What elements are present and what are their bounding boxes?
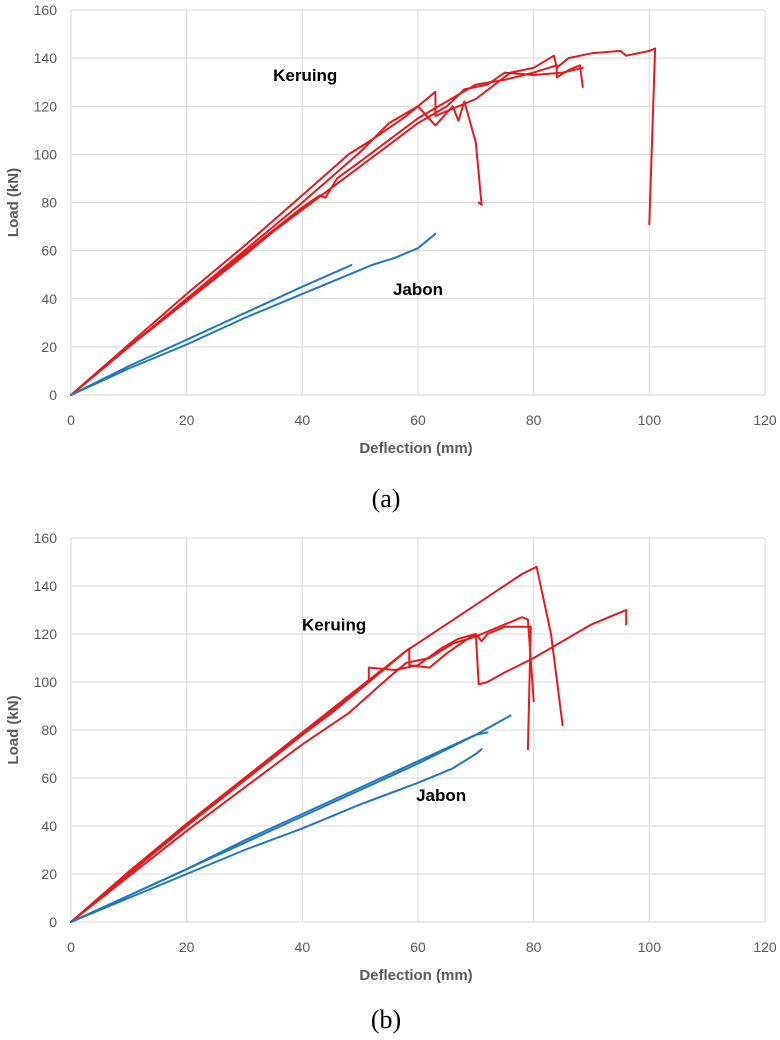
chart-panel-a: 0 20 40 60 80 100 120 140 160 0 20 40 60 80 100 120 Defl… bbox=[5, 2, 777, 513]
x-axis-title: Deflection (mm) bbox=[359, 967, 472, 984]
series-line bbox=[70, 64, 584, 396]
y-tick-label: 160 bbox=[34, 530, 58, 546]
chart-b: 0 20 40 60 80 100 120 140 160 0 20 40 60 80 100 120 Defl… bbox=[5, 530, 777, 1034]
series-line bbox=[70, 565, 564, 923]
series-line bbox=[70, 232, 437, 396]
y-tick-label: 100 bbox=[34, 674, 58, 690]
y-tick-label: 40 bbox=[41, 291, 57, 307]
series-line bbox=[70, 616, 535, 923]
x-tick-label: 60 bbox=[410, 939, 426, 955]
y-tick-label: 0 bbox=[49, 387, 57, 403]
x-tick-label: 40 bbox=[295, 939, 311, 955]
series-annotation: Jabon bbox=[393, 280, 443, 299]
x-tick-label: 100 bbox=[638, 939, 662, 955]
series-annotation: Keruing bbox=[302, 615, 366, 634]
y-tick-label: 80 bbox=[41, 195, 57, 211]
y-axis-title: Load (kN) bbox=[5, 168, 22, 237]
figure-caption: (b) bbox=[371, 1005, 401, 1034]
x-tick-label: 40 bbox=[295, 412, 311, 428]
x-tick-label: 20 bbox=[179, 412, 195, 428]
y-tick-label: 0 bbox=[49, 914, 57, 930]
series-line bbox=[70, 66, 584, 396]
y-tick-label: 120 bbox=[34, 98, 58, 114]
y-tick-label: 140 bbox=[34, 578, 58, 594]
series-line bbox=[70, 100, 483, 396]
y-axis-title: Load (kN) bbox=[5, 695, 22, 764]
y-tick-label: 80 bbox=[41, 722, 57, 738]
x-tick-label: 120 bbox=[753, 939, 777, 955]
x-tick-label: 100 bbox=[638, 412, 662, 428]
x-tick-label: 0 bbox=[67, 412, 75, 428]
y-tick-label: 160 bbox=[34, 2, 58, 18]
x-tick-label: 60 bbox=[410, 412, 426, 428]
series-line bbox=[70, 609, 628, 923]
y-tick-label: 20 bbox=[41, 339, 57, 355]
y-tick-label: 100 bbox=[34, 146, 58, 162]
series-line bbox=[70, 731, 489, 923]
series-line bbox=[70, 748, 483, 923]
y-tick-label: 60 bbox=[41, 243, 57, 259]
y-tick-label: 20 bbox=[41, 866, 57, 882]
chart-panel-b: 0 20 40 60 80 100 120 140 160 0 20 40 60 80 100 120 Defl… bbox=[0, 528, 780, 1040]
x-axis-title: Deflection (mm) bbox=[359, 440, 472, 457]
series-annotation: Jabon bbox=[416, 786, 466, 805]
y-tick-label: 120 bbox=[34, 626, 58, 642]
y-tick-label: 40 bbox=[41, 818, 57, 834]
x-tick-label: 20 bbox=[179, 939, 195, 955]
figure-caption: (a) bbox=[372, 484, 401, 513]
x-tick-label: 0 bbox=[67, 939, 75, 955]
x-tick-label: 80 bbox=[526, 412, 542, 428]
series-annotation: Keruing bbox=[273, 66, 337, 85]
chart-a: 0 20 40 60 80 100 120 140 160 0 20 40 60 80 100 120 Defl… bbox=[5, 2, 777, 513]
series-line bbox=[70, 625, 532, 923]
y-tick-label: 60 bbox=[41, 770, 57, 786]
y-tick-label: 140 bbox=[34, 50, 58, 66]
series-line bbox=[70, 47, 657, 396]
x-tick-label: 80 bbox=[526, 939, 542, 955]
series-line bbox=[70, 264, 353, 396]
x-tick-label: 120 bbox=[753, 412, 777, 428]
